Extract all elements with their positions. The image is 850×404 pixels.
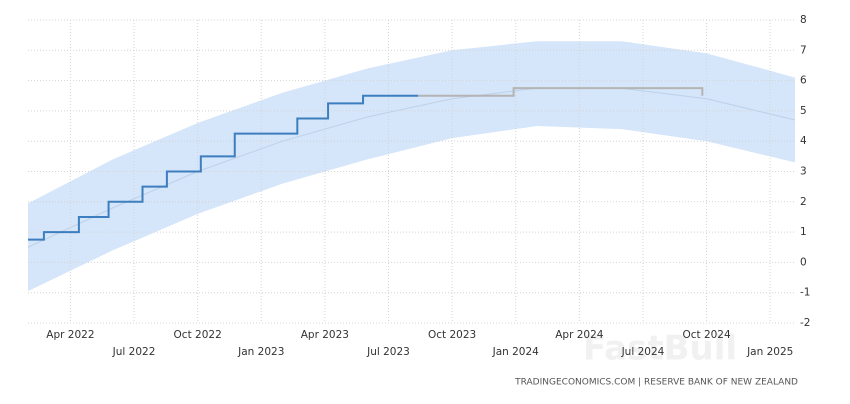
y-tick-label: 2 bbox=[800, 196, 807, 208]
y-tick-label: 5 bbox=[800, 105, 807, 117]
y-tick-label: 3 bbox=[800, 166, 807, 178]
x-tick-label: Oct 2022 bbox=[174, 329, 222, 341]
x-tick-label: Jul 2024 bbox=[621, 346, 665, 358]
x-tick-label: Apr 2023 bbox=[301, 329, 349, 341]
rate-line bbox=[418, 87, 704, 97]
x-tick-label: Jan 2024 bbox=[492, 346, 540, 358]
y-tick-label: 7 bbox=[800, 44, 807, 56]
x-tick-label: Jan 2023 bbox=[237, 346, 284, 358]
x-tick-label: Jan 2025 bbox=[746, 346, 793, 358]
x-tick-label: Apr 2022 bbox=[46, 329, 94, 341]
y-tick-label: 1 bbox=[800, 226, 807, 238]
x-tick-label: Jul 2023 bbox=[366, 346, 410, 358]
watermark: FastBull bbox=[583, 329, 737, 369]
x-tick-label: Oct 2024 bbox=[682, 329, 731, 341]
y-tick-label: -1 bbox=[800, 287, 810, 299]
y-tick-label: 0 bbox=[800, 256, 807, 268]
y-tick-label: 8 bbox=[800, 14, 807, 26]
band-center bbox=[27, 87, 796, 248]
source: TRADINGECONOMICS.COM | RESERVE BANK OF N… bbox=[514, 378, 798, 388]
y-tick-label: 6 bbox=[800, 75, 807, 87]
x-tick-label: Jul 2022 bbox=[112, 346, 156, 358]
x-tick-label: Apr 2024 bbox=[555, 329, 604, 341]
rate-line bbox=[28, 94, 419, 241]
x-tick-label: Oct 2023 bbox=[428, 329, 476, 341]
y-tick-label: -2 bbox=[800, 317, 810, 329]
forecast-band bbox=[28, 41, 795, 292]
y-tick-label: 4 bbox=[800, 135, 807, 147]
